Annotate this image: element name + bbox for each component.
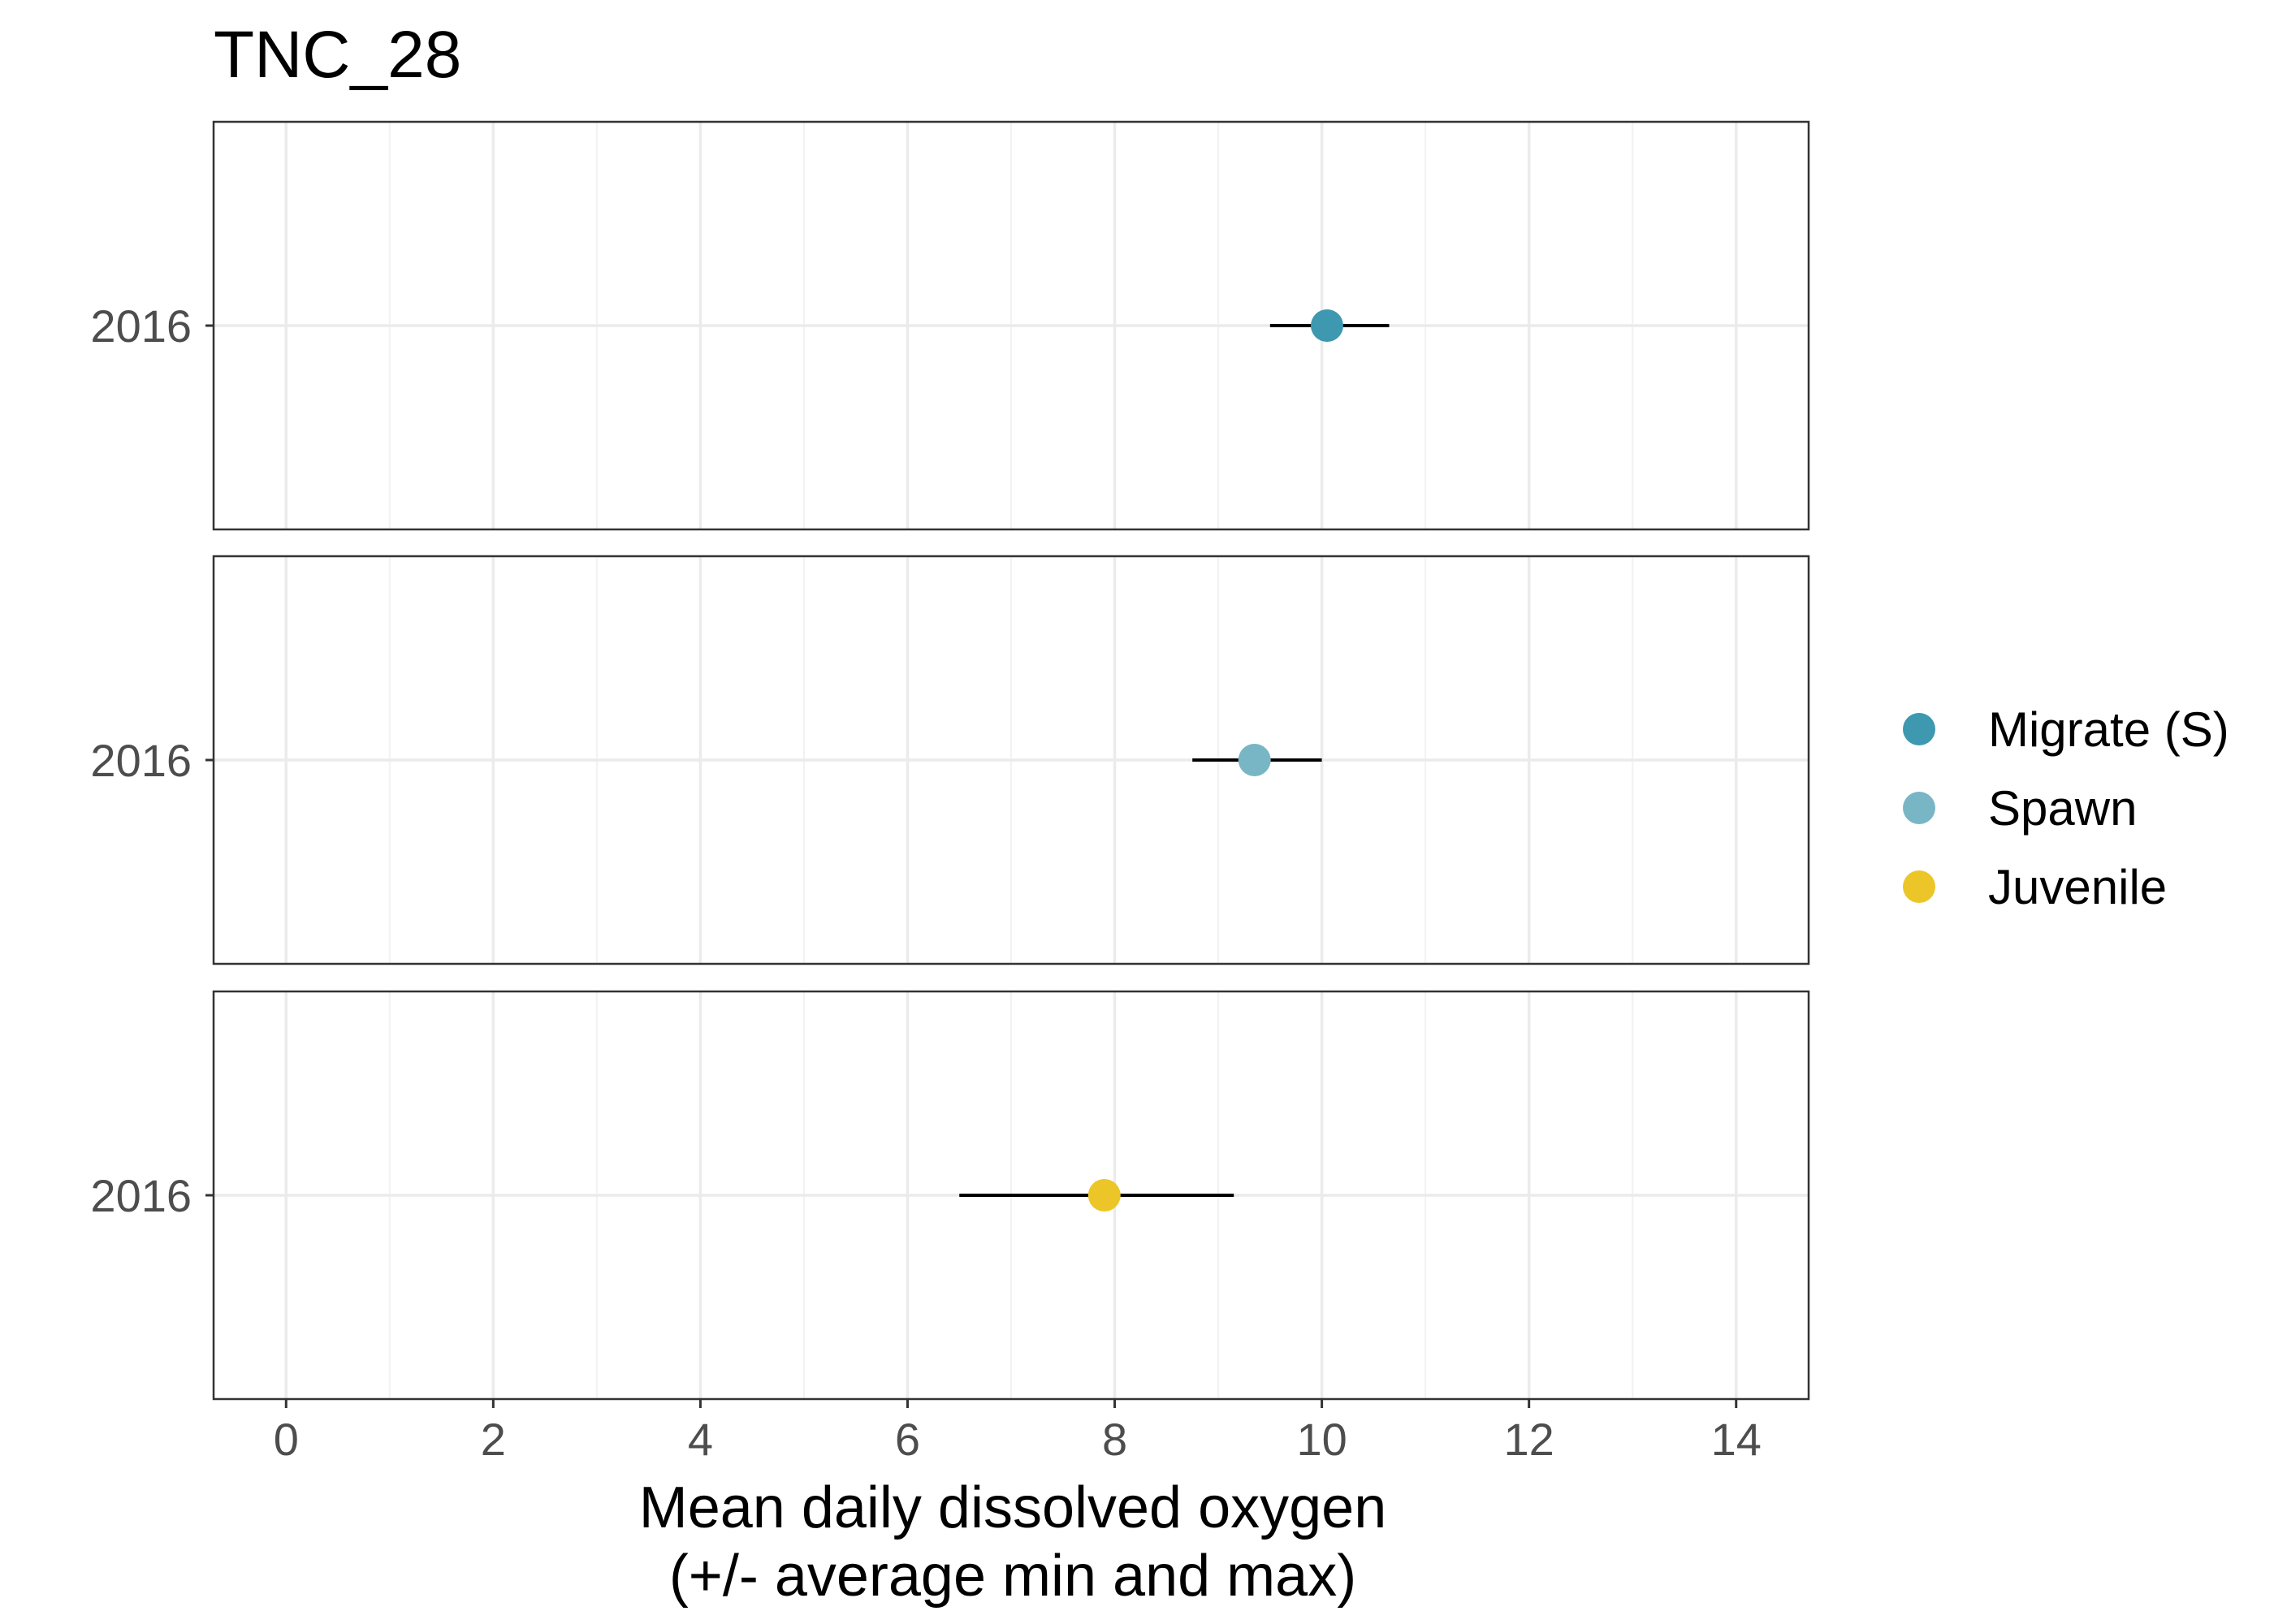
- panel-1: 2016: [90, 120, 1810, 531]
- x-axis: 0 2 4 6 8 10 12 14: [274, 1399, 1762, 1465]
- x-tick-label: 10: [1296, 1414, 1347, 1465]
- data-point-3: [1087, 1179, 1121, 1212]
- y-tick-label: 2016: [90, 1170, 192, 1221]
- panels-layer: 2016 2016 2016: [90, 120, 1810, 1401]
- x-tick-label: 2: [481, 1414, 506, 1465]
- x-tick-label: 4: [688, 1414, 713, 1465]
- panel-2: 2016: [90, 555, 1810, 965]
- x-tick-label: 6: [895, 1414, 920, 1465]
- x-axis-title-line-2: (+/- average min and max): [669, 1544, 1356, 1609]
- x-tick-label: 12: [1504, 1414, 1554, 1465]
- y-tick-label: 2016: [90, 300, 192, 352]
- legend-label: Juvenile: [1988, 860, 2167, 914]
- y-tick-label: 2016: [90, 735, 192, 786]
- legend-item-3: Juvenile: [1903, 860, 2167, 914]
- legend-item-1: Migrate (S): [1903, 702, 2229, 757]
- legend-item-2: Spawn: [1903, 781, 2137, 836]
- panel-3: 2016: [90, 990, 1810, 1401]
- data-point-1: [1310, 309, 1343, 342]
- legend-key: [1903, 792, 1935, 824]
- legend: Migrate (S) Spawn Juvenile: [1903, 702, 2229, 914]
- x-axis-title-line-1: Mean daily dissolved oxygen: [639, 1475, 1387, 1540]
- legend-key: [1903, 713, 1935, 745]
- x-tick-label: 0: [274, 1414, 299, 1465]
- chart-title: TNC_28: [214, 18, 461, 92]
- legend-label: Migrate (S): [1988, 702, 2229, 757]
- x-tick-label: 14: [1711, 1414, 1762, 1465]
- data-point-2: [1238, 744, 1271, 776]
- legend-label: Spawn: [1988, 781, 2137, 836]
- legend-key: [1903, 870, 1935, 903]
- x-tick-label: 8: [1102, 1414, 1127, 1465]
